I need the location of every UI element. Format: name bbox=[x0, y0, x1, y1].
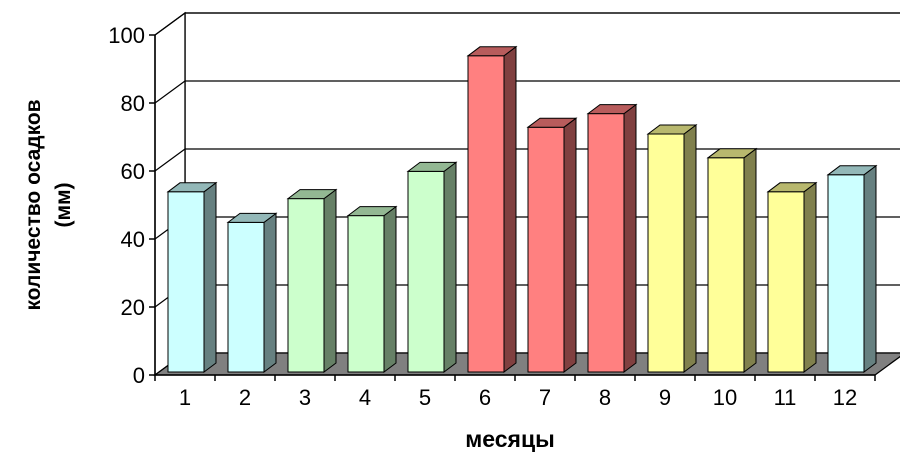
y-tick-label: 80 bbox=[121, 91, 145, 116]
bar-side bbox=[323, 188, 337, 373]
bar-side bbox=[263, 212, 277, 373]
x-tick-label: 2 bbox=[239, 385, 251, 410]
x-tick-label: 10 bbox=[713, 385, 737, 410]
bar bbox=[286, 188, 338, 373]
bar-top bbox=[346, 206, 398, 217]
bar bbox=[586, 103, 638, 373]
y-tick-label: 0 bbox=[133, 363, 145, 388]
gridline bbox=[154, 12, 900, 36]
y-tick-label: 20 bbox=[121, 295, 145, 320]
bar-side bbox=[443, 161, 457, 373]
bar-top bbox=[226, 212, 278, 223]
bar bbox=[166, 181, 218, 373]
bar bbox=[406, 161, 458, 373]
bar-front bbox=[587, 113, 625, 373]
bars bbox=[166, 45, 878, 373]
bar-side bbox=[743, 147, 757, 373]
x-tick-label: 6 bbox=[479, 385, 491, 410]
x-tick-label: 3 bbox=[299, 385, 311, 410]
x-tick-label: 5 bbox=[419, 385, 431, 410]
bar-side bbox=[683, 124, 697, 373]
bar-front bbox=[767, 191, 805, 373]
bar-front bbox=[227, 221, 265, 373]
bar-top bbox=[466, 46, 518, 57]
bar-side bbox=[563, 117, 577, 373]
y-tick-label: 40 bbox=[121, 227, 145, 252]
bar-front bbox=[527, 126, 565, 373]
y-axis-title-line-2: (мм) bbox=[52, 182, 75, 227]
bar-side bbox=[503, 45, 517, 373]
bar-front bbox=[467, 55, 505, 373]
bar-side bbox=[863, 164, 877, 373]
x-tick-label: 4 bbox=[359, 385, 371, 410]
x-axis-title: месяцы bbox=[465, 426, 555, 452]
axes bbox=[149, 34, 876, 381]
bar-side bbox=[623, 103, 637, 373]
y-tick-labels: 0 20 40 60 80 100 bbox=[108, 23, 145, 388]
bar bbox=[826, 164, 878, 373]
bar-side bbox=[383, 205, 397, 373]
bar-side bbox=[203, 181, 217, 373]
bar-top bbox=[286, 189, 338, 200]
y-axis-title: количество осадков (мм) bbox=[22, 99, 75, 310]
bar-front bbox=[347, 215, 385, 373]
bar-front bbox=[167, 191, 205, 373]
bar bbox=[226, 212, 278, 373]
bar-side bbox=[803, 181, 817, 373]
y-tick-label: 60 bbox=[121, 159, 145, 184]
bar-top bbox=[766, 182, 818, 193]
bar bbox=[646, 124, 698, 373]
bar-top bbox=[826, 165, 878, 176]
bar-front bbox=[707, 157, 745, 373]
bar-top bbox=[706, 148, 758, 159]
bar-top bbox=[526, 117, 578, 128]
bar bbox=[346, 205, 398, 373]
bar bbox=[706, 147, 758, 373]
bar bbox=[766, 181, 818, 373]
y-axis-title-line-1: количество осадков bbox=[22, 99, 45, 310]
y-tick-label: 100 bbox=[108, 23, 145, 48]
bar-front bbox=[827, 174, 865, 373]
bar bbox=[466, 45, 518, 373]
x-tick-label: 8 bbox=[599, 385, 611, 410]
x-tick-label: 1 bbox=[179, 385, 191, 410]
bar-top bbox=[646, 124, 698, 135]
gridline bbox=[154, 80, 900, 104]
bar-front bbox=[407, 170, 445, 373]
x-tick-label: 9 bbox=[659, 385, 671, 410]
bar-front bbox=[647, 133, 685, 373]
bar-top bbox=[586, 104, 638, 115]
bar-top bbox=[406, 161, 458, 172]
x-tick-label: 7 bbox=[539, 385, 551, 410]
x-tick-label: 11 bbox=[774, 385, 797, 410]
bar-top bbox=[166, 182, 218, 193]
x-tick-label: 12 bbox=[833, 385, 857, 410]
bar bbox=[526, 117, 578, 373]
bar-front bbox=[287, 198, 325, 373]
x-tick-labels: 1 2 3 4 5 6 7 8 9 10 11 12 bbox=[179, 385, 857, 410]
